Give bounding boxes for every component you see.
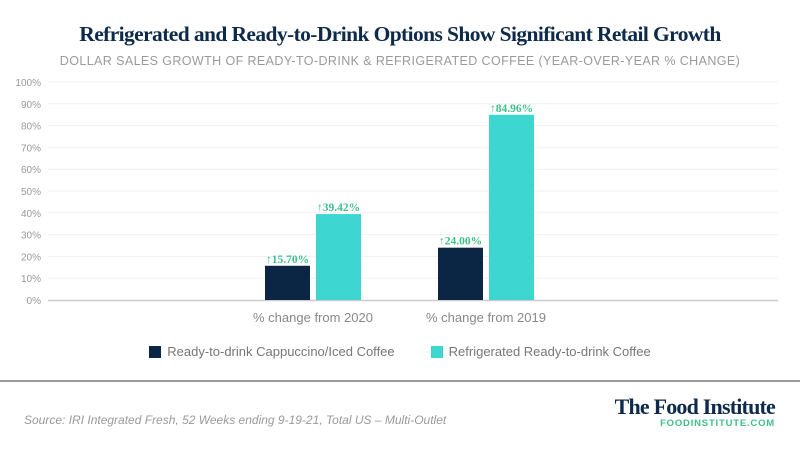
source-note: Source: IRI Integrated Fresh, 52 Weeks e… [24,413,447,427]
x-tick-label: % change from 2020 [253,310,373,325]
data-label: ↑39.42% [317,202,360,214]
chart-subtitle: DOLLAR SALES GROWTH OF READY-TO-DRINK & … [59,54,741,68]
legend-label: Refrigerated Ready-to-drink Coffee [448,344,651,359]
data-label: ↑24.00% [439,236,482,248]
bar-chart: 0% 10% 20% 30% 40% 50% 60% 70% 80% 90% 100% % chang… [15,78,778,325]
y-tick-label: 90% [21,100,41,111]
legend-swatch [149,345,162,358]
y-tick-label: 20% [21,252,41,263]
brand-url: FOODINSTITUTE.COM [660,418,775,429]
legend-item-refrigerated-rtd: Refrigerated Ready-to-drink Coffee [430,344,651,359]
legend-label: Ready-to-drink Cappuccino/Iced Coffee [167,344,395,359]
y-tick-label: 100% [15,78,41,89]
y-tick-label: 50% [21,187,41,198]
y-tick-label: 30% [21,231,41,242]
legend-swatch [430,345,443,358]
bar [438,247,483,300]
data-label: ↑84.96% [490,103,533,115]
x-tick-label: % change from 2019 [426,310,546,325]
y-tick-label: 10% [21,274,41,285]
data-label: ↑15.70% [266,254,309,266]
brand-logo: The Food Institute FOODINSTITUTE.COM [614,394,776,429]
bar [265,265,310,300]
y-tick-label: 60% [21,165,41,176]
y-tick-label: 70% [21,143,41,154]
bar [489,114,534,300]
y-tick-label: 40% [21,209,41,220]
legend-item-rtd-cappuccino: Ready-to-drink Cappuccino/Iced Coffee [149,344,395,359]
legend: Ready-to-drink Cappuccino/Iced Coffee Re… [0,344,800,359]
y-tick-label: 80% [21,122,41,133]
chart-title: Refrigerated and Ready-to-Drink Options … [79,22,721,46]
brand-name: The Food Institute [614,394,776,419]
y-tick-label: 0% [27,296,42,307]
divider [0,380,800,382]
bar [316,214,361,300]
